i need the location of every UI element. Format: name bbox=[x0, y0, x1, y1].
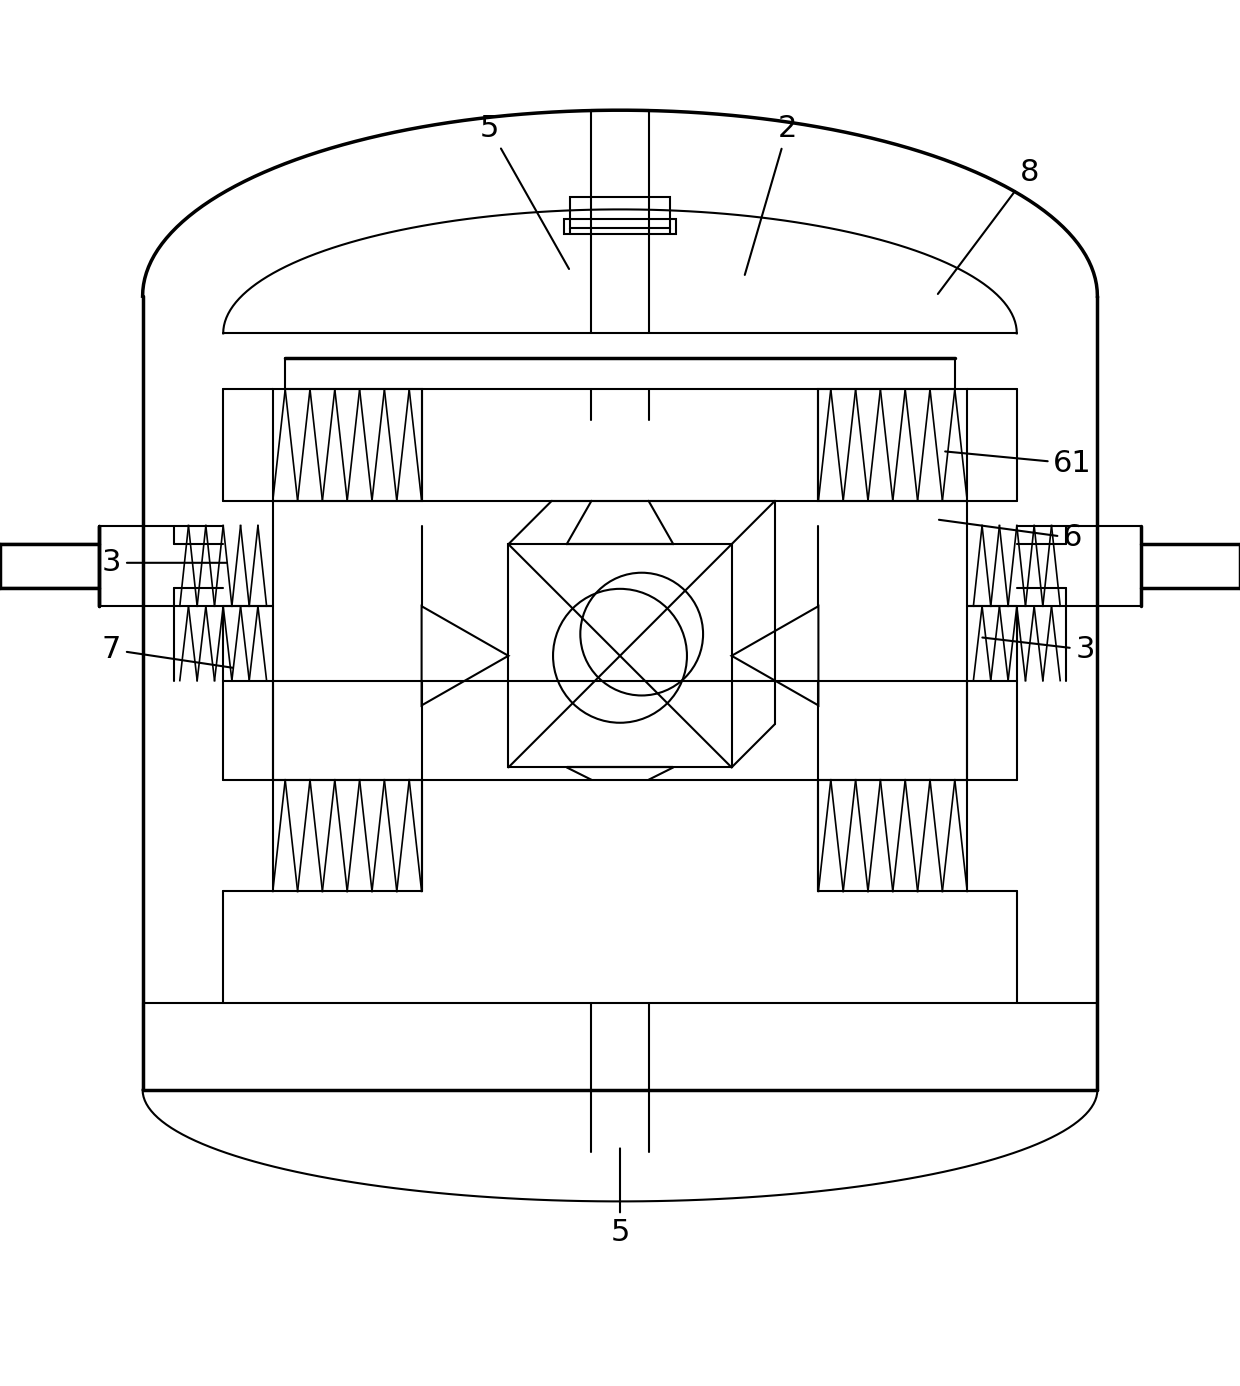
Bar bbox=[564, 219, 676, 234]
Text: 5: 5 bbox=[610, 1149, 630, 1247]
Bar bbox=[818, 389, 967, 500]
Text: 7: 7 bbox=[102, 635, 233, 668]
Bar bbox=[0, 545, 99, 588]
Text: 2: 2 bbox=[745, 114, 797, 274]
Text: 5: 5 bbox=[480, 114, 569, 269]
Bar bbox=[818, 780, 967, 891]
Text: 61: 61 bbox=[945, 449, 1092, 478]
Text: 8: 8 bbox=[937, 158, 1039, 294]
Bar bbox=[273, 780, 422, 891]
Text: 3: 3 bbox=[102, 549, 227, 578]
Bar bbox=[570, 197, 670, 229]
Bar bbox=[273, 389, 422, 500]
Text: 6: 6 bbox=[939, 520, 1083, 553]
Text: 3: 3 bbox=[982, 635, 1095, 664]
